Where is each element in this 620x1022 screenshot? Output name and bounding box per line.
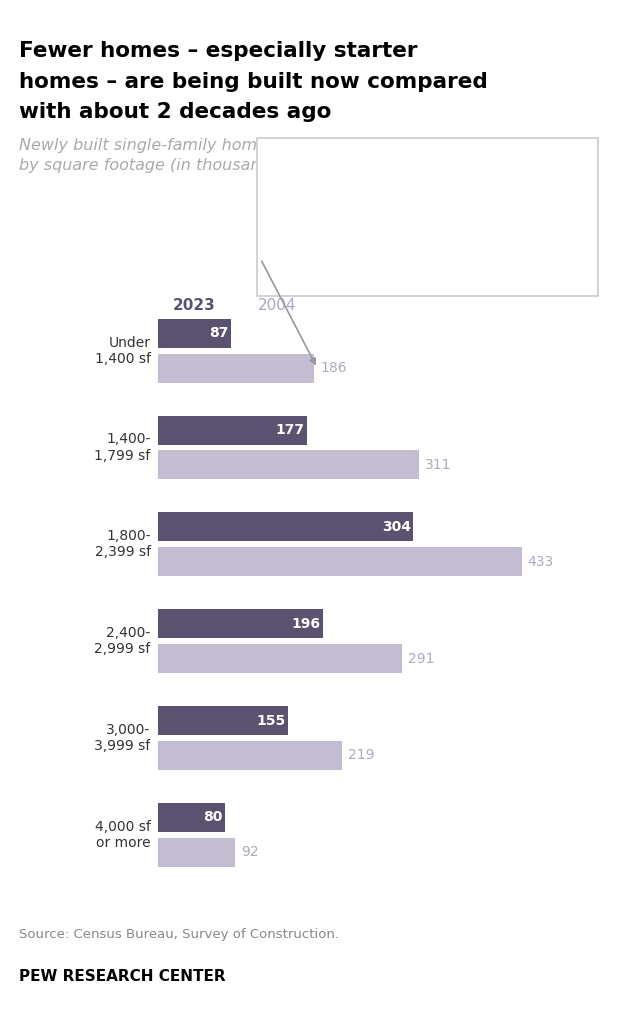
Text: 177: 177: [275, 423, 304, 437]
Bar: [158, 644, 402, 673]
Text: 3,000-
3,999 sf: 3,000- 3,999 sf: [94, 723, 151, 753]
Text: homes under: homes under: [363, 172, 469, 187]
Text: 186: 186: [320, 361, 347, 375]
Text: 2004: 2004: [257, 298, 296, 313]
Text: 1,400 square feet were: 1,400 square feet were: [273, 205, 451, 221]
Bar: [158, 416, 307, 445]
Text: 92: 92: [241, 845, 259, 860]
Text: Under
1,400 sf: Under 1,400 sf: [95, 335, 151, 366]
Bar: [158, 354, 314, 382]
Text: with about 2 decades ago: with about 2 decades ago: [19, 102, 331, 123]
Bar: [158, 706, 288, 735]
Text: with: with: [273, 269, 310, 284]
Text: 1,400-
1,799 sf: 1,400- 1,799 sf: [94, 432, 151, 463]
Text: homes – are being built now compared: homes – are being built now compared: [19, 72, 487, 92]
Text: 80: 80: [203, 810, 223, 825]
Text: 291: 291: [409, 652, 435, 665]
Text: 2023: 2023: [173, 298, 216, 313]
Text: 433: 433: [528, 555, 554, 569]
Text: in 2023.: in 2023.: [355, 269, 422, 284]
Bar: [158, 609, 322, 639]
Text: 155: 155: [257, 713, 286, 728]
Text: 311: 311: [425, 458, 451, 472]
Text: 4,000 sf
or more: 4,000 sf or more: [95, 820, 151, 850]
Text: Newly built single-family homes in the U.S.,
by square footage (in thousands): Newly built single-family homes in the U…: [19, 138, 368, 173]
Text: 304: 304: [382, 520, 411, 533]
Text: 87: 87: [210, 326, 229, 340]
Text: 87,000: 87,000: [299, 269, 358, 284]
Text: Fewer homes – especially starter: Fewer homes – especially starter: [19, 41, 417, 61]
Bar: [158, 803, 225, 832]
Text: 186,000: 186,000: [273, 172, 335, 187]
Bar: [158, 741, 342, 770]
Bar: [158, 512, 414, 542]
Bar: [158, 451, 419, 479]
Text: 196: 196: [291, 616, 320, 631]
Bar: [158, 319, 231, 347]
Bar: [158, 838, 236, 867]
Text: 2,400-
2,999 sf: 2,400- 2,999 sf: [94, 626, 151, 656]
Text: Source: Census Bureau, Survey of Construction.: Source: Census Bureau, Survey of Constru…: [19, 928, 339, 941]
Text: 1,800-
2,399 sf: 1,800- 2,399 sf: [94, 529, 151, 559]
Text: built in 2004, compared: built in 2004, compared: [273, 237, 456, 252]
Bar: [158, 547, 521, 576]
Text: PEW RESEARCH CENTER: PEW RESEARCH CENTER: [19, 969, 225, 984]
Text: 219: 219: [348, 748, 374, 762]
